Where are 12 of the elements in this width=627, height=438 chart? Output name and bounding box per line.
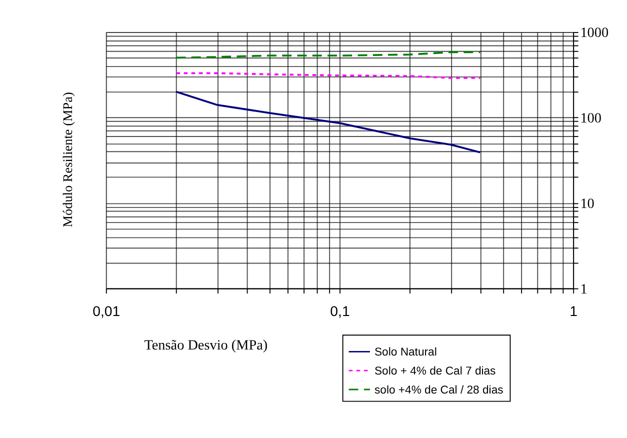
x-axis-title: Tensão Desvio (MPa): [144, 337, 268, 354]
y-tick-label: 10: [580, 196, 594, 212]
legend-label: Solo + 4% de Cal 7 dias: [374, 365, 496, 378]
legend-label: Solo Natural: [374, 346, 437, 358]
legend-label: solo +4% de Cal / 28 dias: [374, 384, 504, 396]
x-tick-label: 0,01: [92, 304, 120, 320]
y-tick-label: 1000: [580, 25, 609, 42]
x-tick-label: 1: [570, 304, 578, 320]
y-tick-label: 100: [580, 110, 602, 127]
x-tick-label: 0,1: [330, 304, 350, 320]
y-tick-label: 1: [580, 282, 588, 298]
y-axis-title: Módulo Resiliente (MPa): [60, 92, 75, 228]
